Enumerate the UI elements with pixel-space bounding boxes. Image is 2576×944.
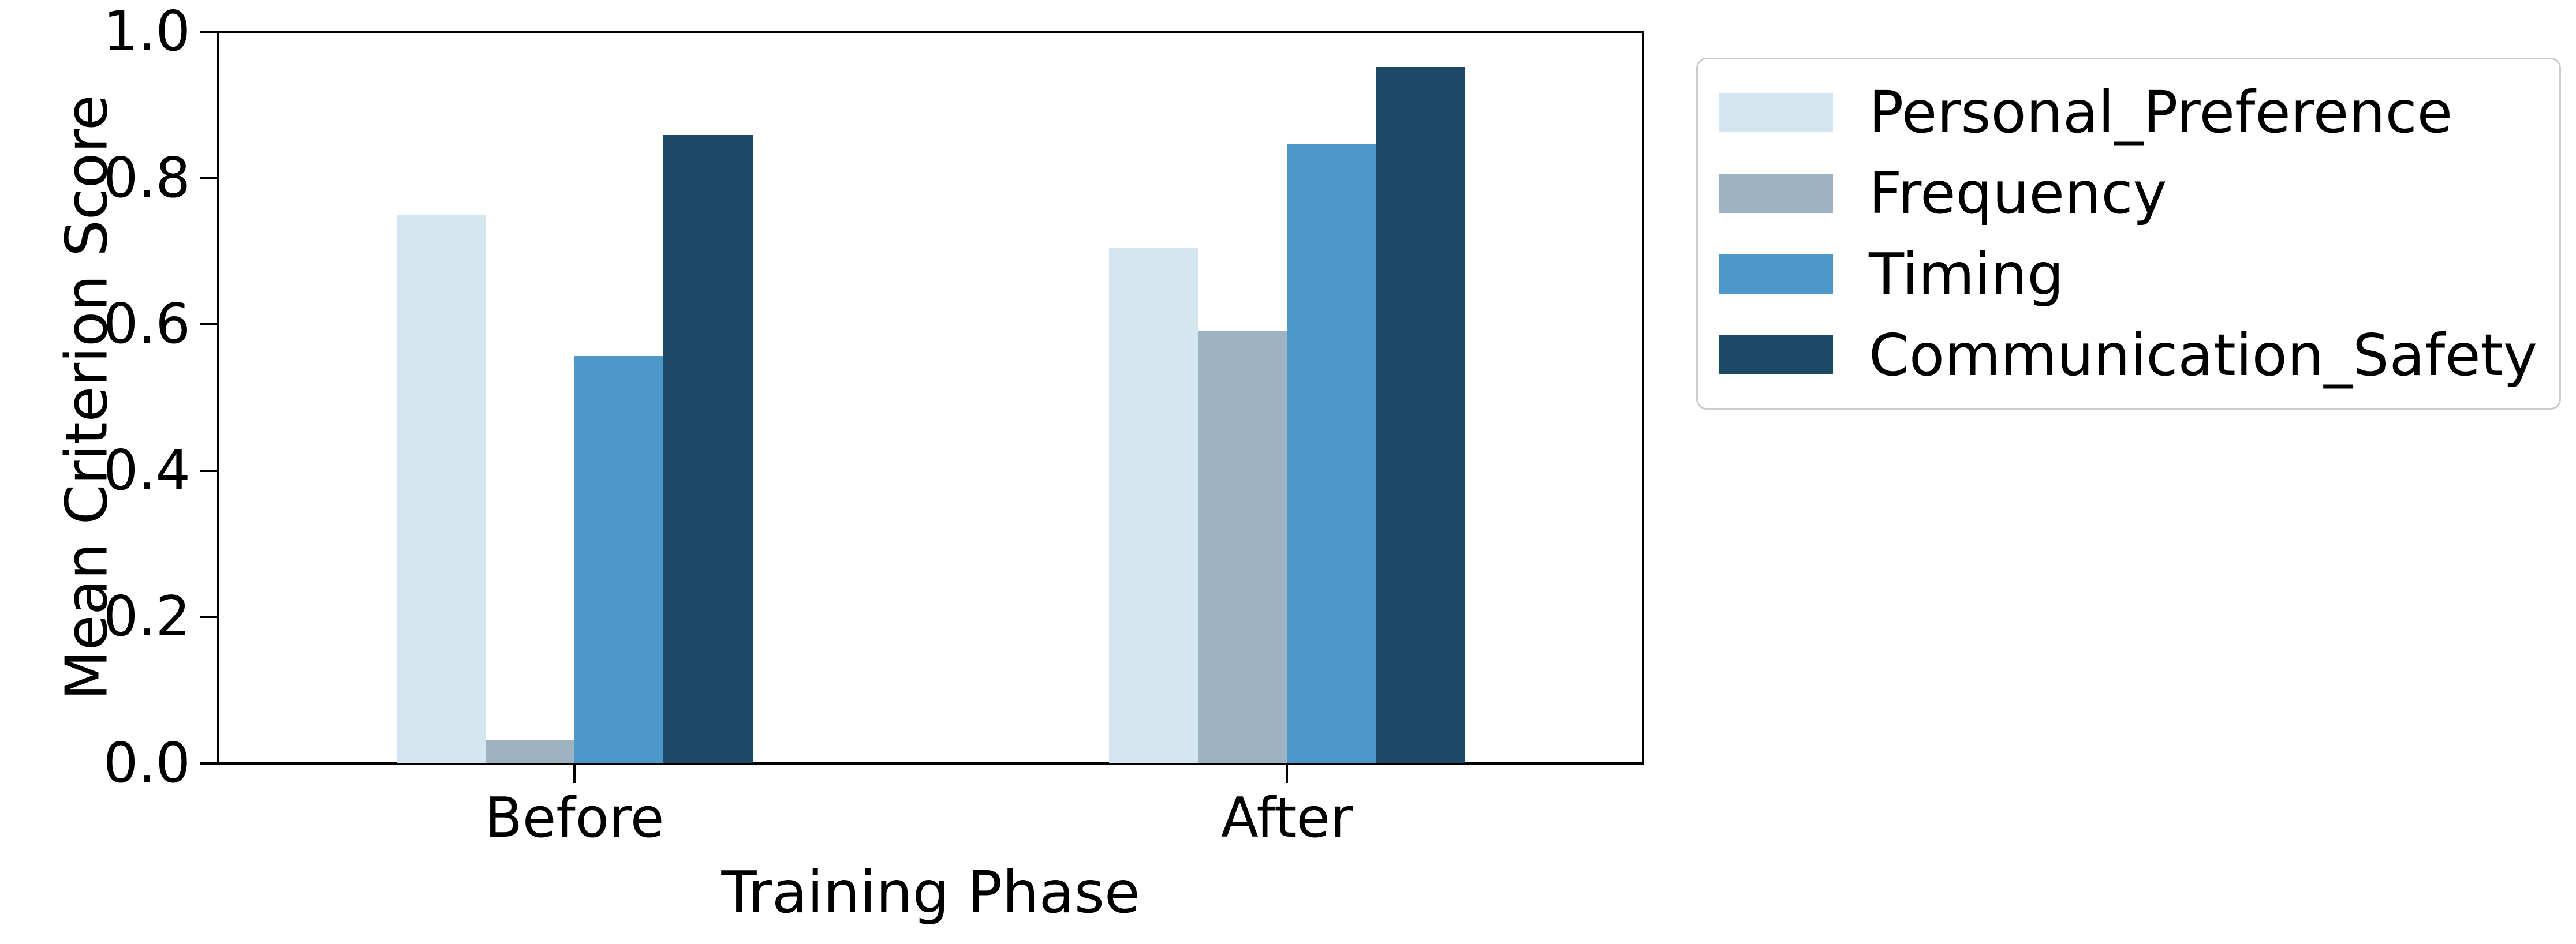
y-tick-label: 0.4 <box>103 439 191 503</box>
legend-label: Personal_Preference <box>1869 78 2453 146</box>
legend-item-personal-preference: Personal_Preference <box>1719 73 2542 151</box>
y-tick-label: 0.2 <box>103 585 191 649</box>
bar-frequency-before <box>485 740 574 763</box>
legend-item-communication-safety: Communication_Safety <box>1719 316 2542 394</box>
bar-communication-safety-before <box>663 134 753 763</box>
x-axis-label: Training Phase <box>721 859 1140 926</box>
legend-item-timing: Timing <box>1719 235 2542 313</box>
legend-label: Frequency <box>1869 159 2167 227</box>
y-tick-mark <box>200 31 218 33</box>
y-tick-label: 0.6 <box>103 293 191 357</box>
y-tick-mark <box>200 177 218 179</box>
bar-personal-preference-after <box>1108 248 1198 763</box>
x-tick-mark <box>573 765 576 783</box>
bar-timing-before <box>574 355 664 763</box>
x-tick-label-before: Before <box>484 786 664 850</box>
bar-timing-after <box>1287 144 1376 763</box>
legend: Personal_Preference Frequency Timing Commun… <box>1696 58 2561 410</box>
legend-swatch <box>1719 335 1833 375</box>
bar-communication-safety-after <box>1376 66 1465 763</box>
y-tick-mark <box>200 469 218 472</box>
y-tick-label: 1.0 <box>103 0 191 63</box>
legend-item-frequency: Frequency <box>1719 154 2542 232</box>
y-tick-mark <box>200 616 218 619</box>
legend-label: Communication_Safety <box>1869 321 2538 389</box>
x-tick-mark <box>1286 765 1288 783</box>
legend-swatch <box>1719 173 1833 213</box>
y-tick-mark <box>200 762 218 765</box>
y-tick-label: 0.0 <box>103 732 191 795</box>
y-tick-mark <box>200 323 218 326</box>
bar-frequency-after <box>1197 331 1287 763</box>
legend-label: Timing <box>1869 240 2064 308</box>
x-tick-label-after: After <box>1220 786 1353 850</box>
plot-box-spines <box>217 31 1644 765</box>
legend-swatch <box>1719 254 1833 294</box>
plot-area <box>218 32 1643 763</box>
legend-swatch <box>1719 92 1833 132</box>
bar-personal-preference-before <box>396 215 486 763</box>
y-tick-label: 0.8 <box>103 146 191 210</box>
